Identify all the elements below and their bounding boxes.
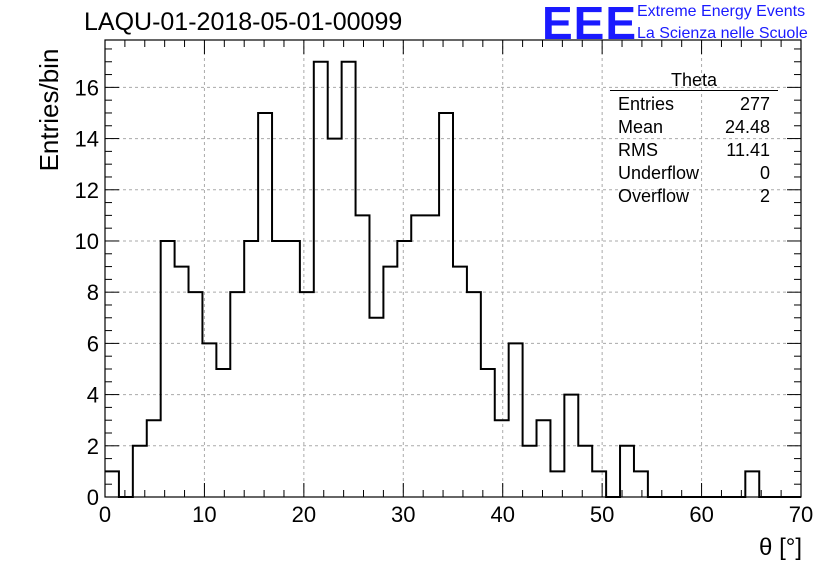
histogram-bin	[523, 446, 537, 497]
histogram-bin	[202, 343, 216, 497]
eee-logo: EEE	[542, 0, 638, 49]
histogram-bin	[383, 267, 397, 497]
y-tick-label: 2	[87, 434, 99, 459]
y-axis-label: Entries/bin	[34, 48, 64, 172]
histogram-bin	[578, 446, 592, 497]
x-tick-label: 60	[689, 502, 713, 527]
histogram-bin	[314, 62, 328, 497]
histogram-bin	[439, 113, 453, 497]
histogram-bin	[397, 241, 411, 497]
histogram-bin	[745, 471, 759, 497]
histogram-bin	[550, 471, 564, 497]
histogram-bin	[467, 292, 481, 497]
histogram-bin	[300, 292, 314, 497]
eee-tagline-1: Extreme Energy Events	[637, 3, 806, 20]
stats-value: 24.48	[724, 117, 770, 137]
stats-row-rms: RMS 11.41	[610, 139, 778, 162]
x-tick-label: 70	[789, 502, 813, 527]
x-tick-label: 0	[99, 502, 111, 527]
histogram-bin	[272, 241, 286, 497]
histogram-bin	[230, 292, 244, 497]
y-tick-label: 8	[87, 280, 99, 305]
histogram-bin	[175, 267, 189, 497]
histogram-bin	[189, 292, 203, 497]
y-tick-label: 0	[87, 485, 99, 510]
histogram-bin	[634, 471, 648, 497]
x-tick-label: 20	[292, 502, 316, 527]
stats-label: RMS	[618, 140, 658, 160]
histogram-bin	[286, 241, 300, 497]
histogram-bin	[495, 420, 509, 497]
histogram-outline	[105, 60, 801, 498]
histogram-bin	[564, 395, 578, 497]
histogram-bin	[133, 446, 147, 497]
stats-title: Theta	[610, 70, 778, 91]
histogram-bin	[369, 318, 383, 497]
histogram-bin	[620, 446, 634, 497]
y-tick-label: 16	[75, 75, 99, 100]
stats-label: Overflow	[618, 186, 690, 206]
histogram-bin	[356, 215, 370, 497]
eee-tagline-2: La Scienza nelle Scuole	[637, 25, 808, 42]
histogram-bin	[216, 369, 230, 497]
stats-row-entries: Entries 277	[610, 93, 778, 116]
histogram-bin	[509, 343, 523, 497]
histogram-bins	[105, 60, 801, 498]
stats-row-underflow: Underflow 0	[610, 162, 778, 185]
stats-row-mean: Mean 24.48	[610, 116, 778, 139]
histogram-bin	[244, 241, 258, 497]
stats-label: Mean	[618, 117, 664, 137]
x-tick-label: 30	[391, 502, 415, 527]
histogram-bin	[342, 62, 356, 497]
chart-title: LAQU-01-2018-05-01-00099	[84, 8, 403, 36]
stats-box: Theta Entries 277 Mean 24.48 RMS 11.41 U…	[610, 70, 778, 208]
y-tick-label: 12	[75, 178, 99, 203]
stats-label: Entries	[618, 94, 675, 114]
y-tick-label: 10	[75, 229, 99, 254]
stats-value: 2	[759, 186, 770, 206]
histogram-bin	[481, 369, 495, 497]
histogram-bin	[592, 471, 606, 497]
histogram-bin	[105, 471, 119, 497]
x-axis-label: θ [°]	[759, 534, 802, 561]
plot-border	[104, 39, 802, 498]
axis-ticks	[104, 40, 802, 498]
histogram-bin	[425, 215, 439, 497]
stats-row-overflow: Overflow 2	[610, 185, 778, 208]
stats-value: 277	[739, 94, 770, 114]
histogram-bin	[147, 420, 161, 497]
plot-frame	[104, 39, 802, 498]
x-tick-label: 10	[192, 502, 216, 527]
x-tick-label: 40	[490, 502, 514, 527]
x-tick-label: 50	[590, 502, 614, 527]
stats-value: 0	[759, 163, 770, 183]
histogram-bin	[161, 241, 175, 497]
histogram-bin	[328, 139, 342, 497]
histogram-bin	[258, 113, 272, 497]
histogram-bin	[411, 215, 425, 497]
y-tick-label: 6	[87, 331, 99, 356]
y-tick-label: 14	[75, 127, 99, 152]
y-tick-label: 4	[87, 383, 99, 408]
histogram-bin	[537, 420, 551, 497]
stats-label: Underflow	[618, 163, 700, 183]
histogram-bin	[453, 267, 467, 497]
stats-value: 11.41	[726, 140, 770, 160]
